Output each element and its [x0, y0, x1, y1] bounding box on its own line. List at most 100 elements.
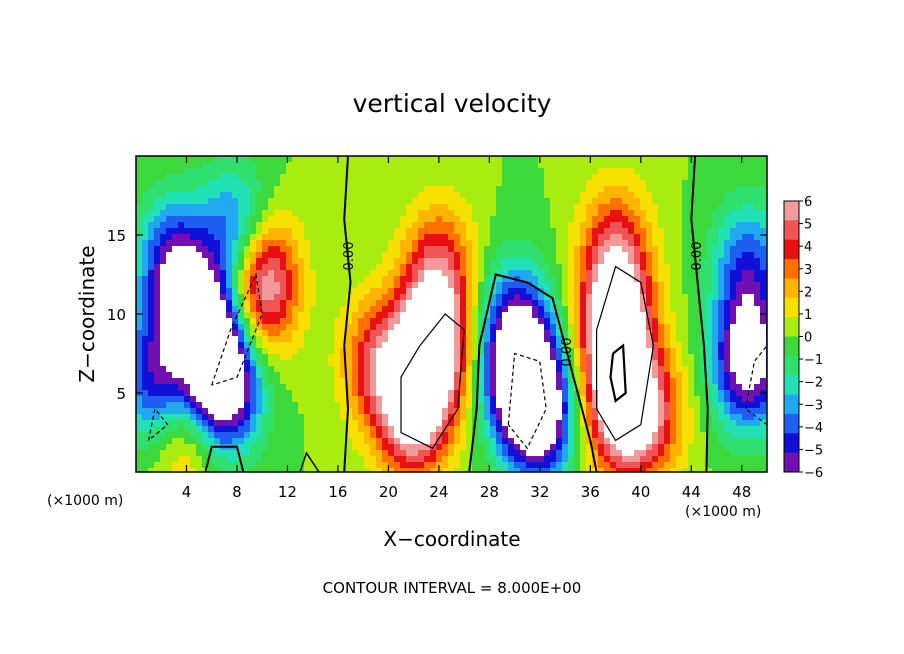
field-cell — [658, 234, 665, 241]
field-cell — [412, 390, 419, 397]
field-cell — [622, 396, 629, 403]
field-cell — [730, 420, 737, 427]
field-cell — [304, 384, 311, 391]
field-cell — [256, 270, 263, 277]
field-cell — [376, 414, 383, 421]
field-cell — [322, 330, 329, 337]
field-cell — [292, 234, 299, 241]
field-cell — [292, 378, 299, 385]
field-cell — [616, 192, 623, 199]
field-cell — [412, 192, 419, 199]
field-cell — [244, 408, 251, 415]
field-cell — [712, 252, 719, 259]
field-cell — [694, 300, 701, 307]
field-cell — [604, 312, 611, 319]
field-cell — [232, 222, 239, 229]
field-cell — [286, 264, 293, 271]
field-cell — [556, 432, 563, 439]
field-cell — [580, 360, 587, 367]
field-cell — [712, 270, 719, 277]
field-cell — [142, 270, 149, 277]
field-cell — [472, 180, 479, 187]
field-cell — [598, 300, 605, 307]
field-cell — [166, 162, 173, 169]
field-cell — [736, 216, 743, 223]
field-cell — [370, 264, 377, 271]
field-cell — [610, 204, 617, 211]
field-cell — [682, 276, 689, 283]
field-cell — [322, 252, 329, 259]
field-cell — [232, 318, 239, 325]
field-cell — [436, 234, 443, 241]
field-cell — [244, 204, 251, 211]
field-cell — [538, 162, 545, 169]
field-cell — [670, 348, 677, 355]
field-cell — [598, 360, 605, 367]
field-cell — [406, 156, 413, 163]
field-cell — [400, 252, 407, 259]
field-cell — [142, 252, 149, 259]
field-cell — [370, 246, 377, 253]
field-cell — [586, 402, 593, 409]
field-cell — [544, 420, 551, 427]
field-cell — [616, 372, 623, 379]
field-cell — [610, 330, 617, 337]
field-cell — [262, 330, 269, 337]
field-cell — [172, 306, 179, 313]
field-cell — [544, 366, 551, 373]
field-cell — [214, 204, 221, 211]
field-cell — [430, 366, 437, 373]
field-cell — [304, 354, 311, 361]
field-cell — [616, 276, 623, 283]
field-cell — [556, 390, 563, 397]
field-cell — [298, 312, 305, 319]
field-cell — [556, 420, 563, 427]
field-cell — [712, 276, 719, 283]
field-cell — [760, 294, 767, 301]
field-cell — [700, 318, 707, 325]
field-cell — [244, 282, 251, 289]
field-cell — [166, 192, 173, 199]
field-cell — [694, 294, 701, 301]
field-cell — [688, 276, 695, 283]
field-cell — [562, 276, 569, 283]
field-cell — [454, 384, 461, 391]
field-cell — [478, 318, 485, 325]
field-cell — [322, 360, 329, 367]
field-cell — [604, 330, 611, 337]
field-cell — [232, 234, 239, 241]
field-cell — [730, 432, 737, 439]
field-cell — [604, 288, 611, 295]
field-cell — [574, 420, 581, 427]
field-cell — [574, 264, 581, 271]
field-cell — [316, 228, 323, 235]
field-cell — [682, 210, 689, 217]
field-cell — [142, 264, 149, 271]
field-cell — [460, 270, 467, 277]
field-cell — [694, 360, 701, 367]
field-cell — [496, 420, 503, 427]
field-cell — [262, 228, 269, 235]
field-cell — [238, 168, 245, 175]
field-cell — [178, 276, 185, 283]
field-cell — [226, 156, 233, 163]
field-cell — [634, 324, 641, 331]
field-cell — [274, 264, 281, 271]
field-cell — [424, 258, 431, 265]
field-cell — [742, 228, 749, 235]
field-cell — [562, 402, 569, 409]
field-cell — [514, 408, 521, 415]
field-cell — [664, 216, 671, 223]
field-cell — [280, 222, 287, 229]
field-cell — [622, 360, 629, 367]
field-cell — [658, 210, 665, 217]
field-cell — [376, 354, 383, 361]
field-cell — [292, 348, 299, 355]
field-cell — [628, 210, 635, 217]
field-cell — [682, 162, 689, 169]
field-cell — [628, 186, 635, 193]
field-cell — [424, 342, 431, 349]
field-cell — [148, 432, 155, 439]
field-cell — [424, 312, 431, 319]
field-cell — [592, 192, 599, 199]
